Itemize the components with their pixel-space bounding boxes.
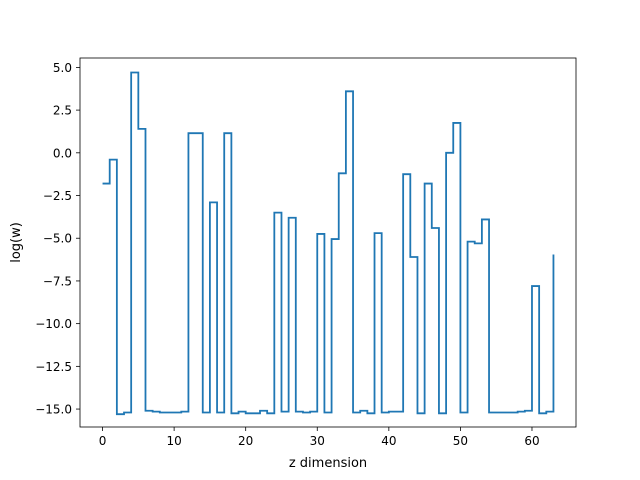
x-tick-label: 30 [310,434,325,448]
y-tick-label: 5.0 [53,61,72,75]
y-tick-label: −15.0 [35,403,72,417]
series-line [102,71,555,416]
x-axis-label: z dimension [289,456,367,471]
x-tick-label: 10 [166,434,181,448]
y-tick-label: −7.5 [43,274,72,288]
x-tick-label: 20 [238,434,253,448]
y-tick-label: 0.0 [53,146,72,160]
x-tick-label: 60 [524,434,539,448]
x-tick-label: 50 [453,434,468,448]
y-tick-label: 2.5 [53,104,72,118]
y-axis-label: log(w) [9,222,24,263]
y-tick-label: −10.0 [35,317,72,331]
y-tick-label: −12.5 [35,360,72,374]
plot-area [102,71,555,416]
x-tick-label: 0 [99,434,107,448]
y-tick-label: −2.5 [43,189,72,203]
x-tick-label: 40 [381,434,396,448]
y-axis: 5.0 2.5 0.0 −2.5 −5.0 −7.5 −10.0 −12.5 −15.0 [35,61,80,417]
axes-frame [79,57,577,428]
y-tick-label: −5.0 [43,232,72,246]
x-axis: 0 10 20 30 40 50 60 [99,427,540,448]
